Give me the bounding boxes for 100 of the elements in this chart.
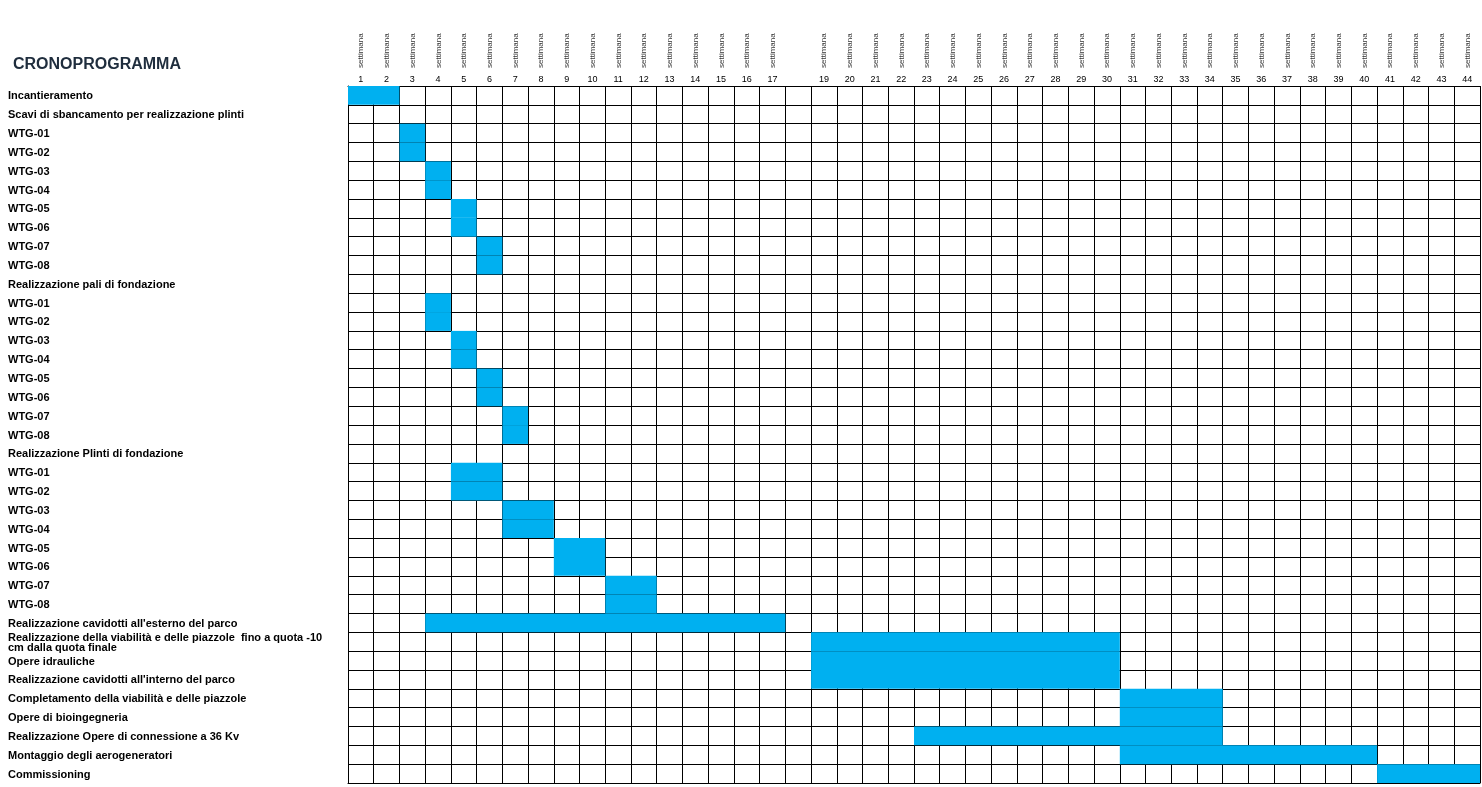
x-tick-label: 33	[1179, 73, 1190, 84]
y-tick-label: WTG-08	[8, 428, 50, 441]
text: settimana	[459, 32, 469, 68]
x-tick-label: 12	[638, 73, 649, 84]
text: settimana	[536, 32, 546, 68]
x-tick-label: 43	[1436, 73, 1447, 84]
y-tick-label: Realizzazione Plinti di fondazione	[8, 447, 184, 460]
y-tick-label: WTG-02	[8, 145, 50, 158]
x-tick-label: 35	[1230, 73, 1241, 84]
x-tick-label: 19	[818, 73, 829, 84]
y-tick-label: Opere di bioingegneria	[8, 711, 129, 724]
y-tick-label: WTG-01	[8, 296, 50, 309]
x-tick-label: 3	[409, 73, 415, 84]
text: settimana	[1411, 32, 1421, 68]
text: settimana	[1334, 32, 1343, 68]
text: settimana	[819, 32, 829, 68]
y-tick-label: Realizzazione cavidotti all'esterno del parco	[8, 616, 238, 629]
y-tick-label: WTG-07	[8, 409, 50, 422]
y-tick-label: WTG-07	[8, 240, 50, 253]
y-tick-label: WTG-05	[8, 202, 50, 215]
text: settimana	[485, 32, 494, 68]
y-tick-label: WTG-05	[8, 541, 50, 554]
y-tick-label: WTG-03	[8, 503, 50, 516]
text: CRONOPROGRAMMA	[13, 54, 182, 72]
x-tick-label: 8	[538, 73, 544, 84]
y-tick-label: WTG-06	[8, 560, 50, 573]
y-tick-label: WTG-04	[8, 183, 51, 196]
y-tick-label: WTG-03	[8, 164, 50, 177]
y-tick-label: WTG-08	[8, 598, 50, 611]
x-tick-label: 24	[947, 73, 958, 84]
y-tick-label: WTG-06	[8, 390, 50, 403]
x-tick-label: 23	[921, 73, 932, 84]
text: settimana	[973, 32, 983, 68]
text: settimana	[1436, 32, 1446, 68]
x-tick-label: 34	[1204, 73, 1215, 84]
y-tick-label: WTG-04	[8, 353, 51, 366]
x-tick-label: 27	[1024, 73, 1035, 84]
y-tick-label: Scavi di sbancamento per realizzazione plinti	[8, 108, 244, 121]
text: settimana	[1153, 32, 1163, 68]
text: settimana	[613, 32, 623, 68]
text: settimana	[1102, 32, 1112, 68]
x-tick-label: 6	[486, 73, 493, 84]
y-tick-label: WTG-04	[8, 522, 51, 535]
x-tick-label: 7	[512, 73, 518, 84]
y-tick-label: Realizzazione della viabilità e delle piazzole fino a quota -10 cm dalla quota finale	[8, 630, 326, 653]
x-tick-label: 26	[999, 73, 1010, 84]
x-tick-label: 17	[767, 73, 778, 84]
y-tick-label: Realizzazione Opere di connessione a 36 Kv	[8, 729, 240, 742]
text: settimana	[665, 32, 675, 68]
y-tick-label: WTG-02	[8, 315, 50, 328]
x-tick-label: 42	[1410, 73, 1421, 84]
y-tick-label: WTG-01	[8, 127, 50, 140]
x-tick-label: 20	[844, 73, 855, 84]
x-tick-label: 30	[1101, 73, 1112, 84]
text: settimana	[562, 32, 572, 68]
x-tick-label: 39	[1333, 73, 1344, 84]
text: settimana	[356, 32, 366, 68]
x-tick-label: 22	[896, 73, 907, 84]
text: settimana	[1025, 32, 1035, 68]
text: settimana	[896, 32, 906, 68]
y-tick-label: Realizzazione pali di fondazione	[8, 277, 176, 290]
y-tick-label: WTG-06	[8, 221, 50, 234]
y-tick-label: Incantieramento	[8, 89, 94, 102]
text: settimana	[716, 32, 726, 68]
bar	[348, 86, 400, 105]
text: settimana	[1076, 32, 1086, 68]
text: settimana	[1462, 32, 1472, 68]
x-tick-label: 11	[613, 73, 623, 84]
text: settimana	[999, 32, 1009, 68]
x-tick-label: 13	[664, 73, 675, 84]
text: settimana	[1051, 32, 1060, 68]
text: settimana	[510, 32, 520, 68]
x-tick-label: 4	[435, 73, 441, 84]
x-tick-label: 15	[716, 73, 727, 84]
x-tick-label: 44	[1462, 73, 1473, 84]
y-tick-label: WTG-08	[8, 258, 50, 271]
y-tick-label: Realizzazione cavidotti all'interno del parco	[8, 673, 236, 686]
bar	[1377, 764, 1480, 783]
x-tick-label: 38	[1307, 73, 1318, 84]
text: settimana	[1256, 32, 1266, 68]
x-tick-label: 1	[358, 73, 364, 84]
text: settimana	[407, 32, 417, 68]
x-tick-label: 31	[1127, 73, 1138, 84]
y-tick-label: WTG-03	[8, 334, 50, 347]
x-tick-label: 36	[1256, 73, 1267, 84]
text: settimana	[742, 32, 752, 68]
x-tick-label: 14	[690, 73, 701, 84]
y-tick-label: Opere idrauliche	[8, 654, 95, 667]
text: settimana	[1231, 32, 1241, 68]
x-tick-label: 41	[1384, 73, 1395, 84]
text: settimana	[768, 32, 777, 68]
y-tick-label: Montaggio degli aerogeneratori	[8, 748, 173, 761]
x-tick-label: 40	[1359, 73, 1370, 84]
x-tick-label: 25	[973, 73, 984, 84]
y-tick-label: Completamento della viabilità e delle piazzole	[8, 692, 247, 705]
text: settimana	[1128, 32, 1138, 68]
text: settimana	[587, 32, 597, 68]
y-tick-label: WTG-05	[8, 371, 50, 384]
text: settimana	[1385, 32, 1395, 68]
text: settimana	[1308, 32, 1318, 68]
